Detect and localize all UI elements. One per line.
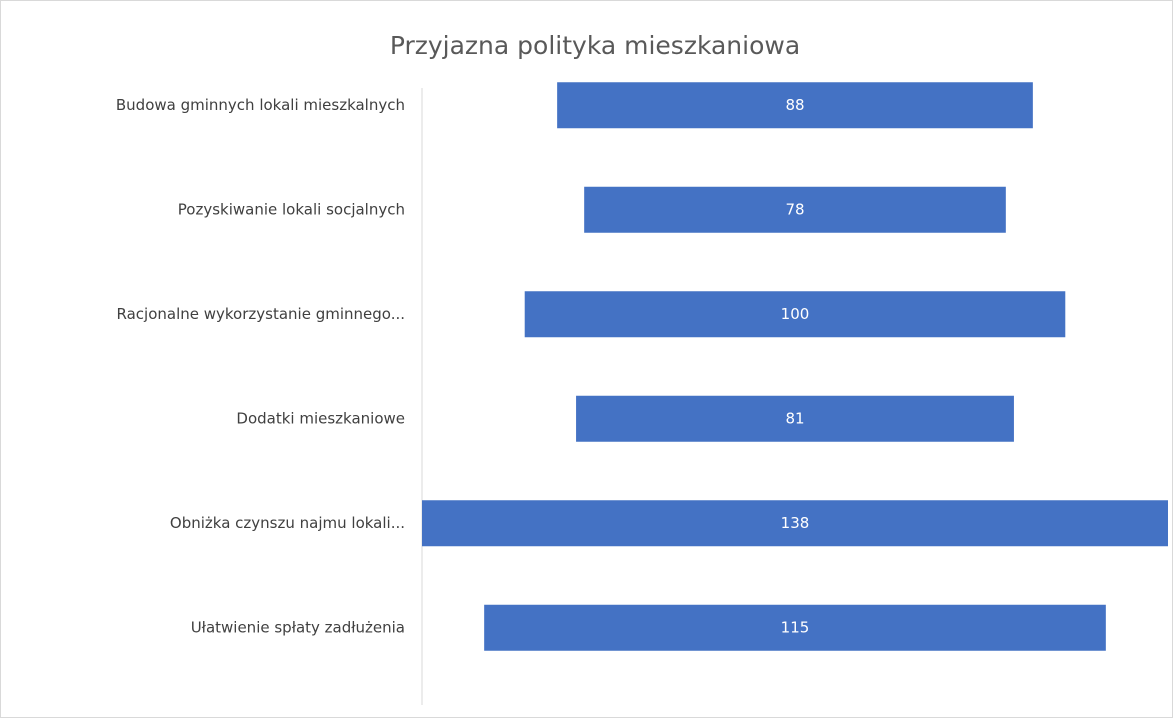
data-label: 100 <box>781 305 810 323</box>
category-label: Pozyskiwanie lokali socjalnych <box>178 200 405 218</box>
bar <box>422 500 1168 547</box>
category-label: Ułatwienie spłaty zadłużenia <box>191 618 405 636</box>
category-label: Racjonalne wykorzystanie gminnego... <box>117 305 405 323</box>
chart-title: Przyjazna polityka mieszkaniowa <box>390 31 800 60</box>
bar <box>584 186 1006 233</box>
bar <box>557 82 1033 129</box>
bar <box>524 291 1066 338</box>
data-label: 81 <box>785 409 804 427</box>
data-label: 88 <box>785 96 804 114</box>
bar <box>576 395 1014 442</box>
bar <box>484 604 1106 651</box>
category-label: Obniżka czynszu najmu lokali... <box>170 514 405 532</box>
data-label: 115 <box>781 618 810 636</box>
data-label: 138 <box>781 514 810 532</box>
category-label: Budowa gminnych lokali mieszkalnych <box>116 96 405 114</box>
data-label: 78 <box>785 200 804 218</box>
category-label: Dodatki mieszkaniowe <box>236 409 405 427</box>
